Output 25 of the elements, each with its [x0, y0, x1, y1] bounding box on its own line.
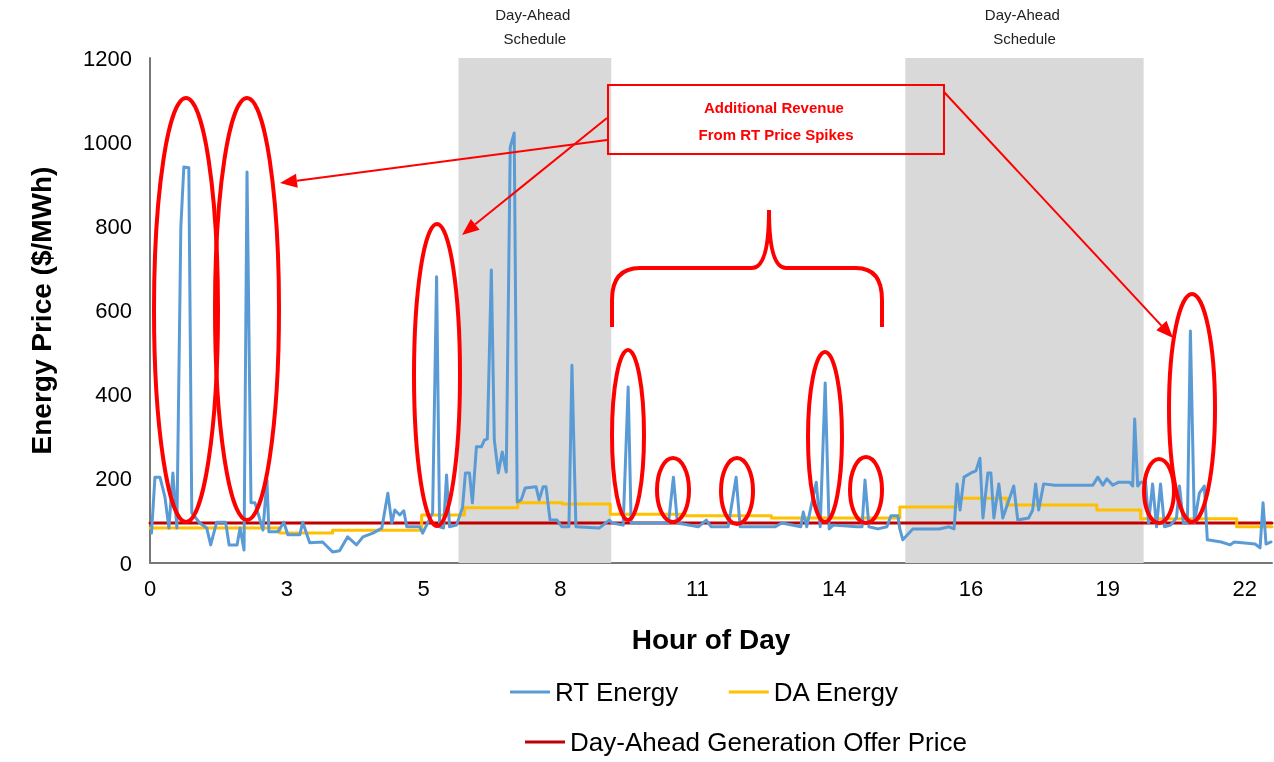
y-tick-label: 1000 [83, 129, 132, 155]
x-tick-label: 3 [280, 575, 293, 601]
line-series [149, 131, 1273, 554]
x-tick-label: 19 [1095, 575, 1121, 601]
x-tick-label: 16 [958, 575, 984, 601]
x-axis-title: Hour of Day [631, 623, 791, 655]
y-tick-label: 200 [95, 466, 132, 492]
x-tick-label: 11 [685, 575, 709, 601]
y-axis-title: Energy Price ($/MWh) [25, 166, 57, 455]
y-tick-label: 400 [95, 382, 132, 408]
y-tick-label: 1200 [83, 45, 132, 71]
band-label: Day-Ahead Schedule [984, 5, 1065, 47]
annotation: Additional Revenue From RT Price Spikes [698, 99, 854, 143]
x-tick-label: 14 [821, 575, 847, 601]
x-tick-label: 22 [1232, 575, 1257, 601]
band-label: Day-Ahead Schedule [495, 5, 575, 47]
legend-label: Day-Ahead Generation Offer Price [570, 727, 967, 757]
legend-label: DA Energy [773, 677, 899, 707]
x-tick-label: 8 [554, 575, 567, 601]
y-tick-label: 0 [119, 550, 132, 576]
x-tick-label: 5 [417, 575, 430, 601]
x-tick-label: 0 [143, 575, 157, 601]
legend-label: RT Energy [555, 677, 679, 707]
y-tick-label: 800 [95, 213, 132, 239]
y-tick-label: 600 [95, 298, 132, 323]
